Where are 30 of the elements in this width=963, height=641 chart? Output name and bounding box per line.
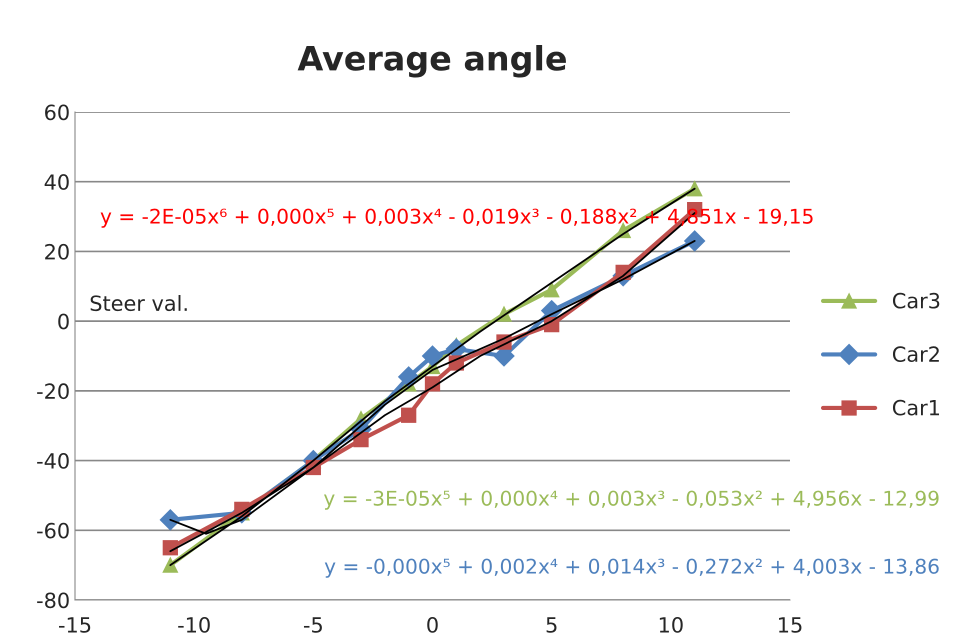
annotation: y = -3E-05x⁵ + 0,000x⁴ + 0,003x³ - 0,053x² + 4,956x - 12,99	[324, 490, 939, 510]
y-tick-label: 60	[45, 104, 69, 120]
x-axis-title: Steer val.	[90, 295, 187, 312]
point	[544, 282, 560, 298]
x-tick-label: 5	[546, 617, 556, 633]
point	[684, 230, 706, 252]
x-tick-label: 10	[660, 617, 683, 633]
x-tick-label: 15	[779, 617, 802, 633]
point	[160, 509, 181, 530]
y-tick-label: 0	[58, 314, 69, 330]
annotation: y = -0,000x⁵ + 0,002x⁴ + 0,014x³ - 0,272x² + 4,003x - 13,86	[324, 558, 939, 578]
point	[162, 540, 178, 556]
point	[353, 432, 369, 448]
x-tick-label: -5	[304, 617, 322, 633]
legend-label: Car1	[892, 400, 940, 416]
y-tick-label: -60	[37, 522, 69, 538]
x-tick-label: -10	[178, 617, 210, 633]
legend-label: Car3	[892, 292, 940, 309]
y-tick-label: 40	[44, 174, 69, 190]
point	[401, 408, 416, 423]
legend-label: Car2	[892, 346, 939, 362]
point	[422, 345, 444, 367]
y-tick-label: -40	[37, 453, 69, 469]
point	[162, 558, 178, 573]
x-tick-label: -15	[59, 617, 90, 633]
y-tick-label: -80	[37, 592, 69, 608]
y-tick-label: -20	[37, 383, 69, 400]
y-tick-label: 20	[45, 244, 69, 260]
x-tick-label: 0	[427, 617, 438, 633]
chart-title: Average angle	[298, 45, 566, 78]
